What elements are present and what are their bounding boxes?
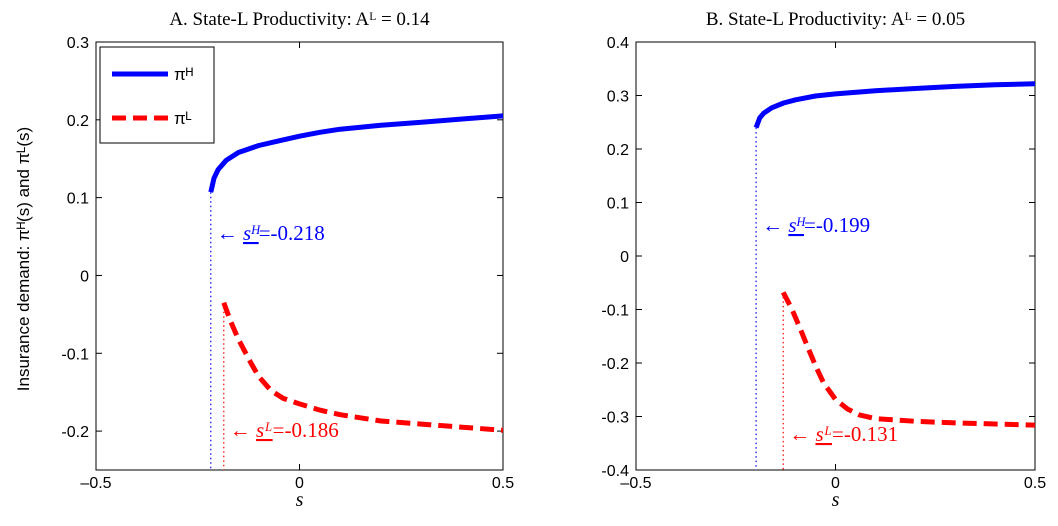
panel-a: A. State-L Productivity: Aᴸ = 0.14 –0.5 0 0…	[61, 9, 514, 511]
chart-title: A. State-L Productivity: Aᴸ = 0.14	[169, 9, 430, 30]
y-tick-label: 0.1	[607, 196, 629, 213]
series-line-high	[753, 81, 1036, 129]
x-tick-label: –0.5	[80, 475, 111, 492]
y-tick-label: 0.4	[607, 35, 629, 52]
annotation-label: sᴴ	[788, 213, 806, 237]
legend-label: πᴸ	[174, 109, 192, 128]
annotation-label: sᴸ	[256, 418, 273, 442]
annotation-threshold-low: ← sᴸ=-0.131	[789, 422, 898, 446]
annotation-threshold-high: ← sᴴ=-0.199	[762, 213, 870, 237]
x-axis-label: s	[832, 489, 840, 511]
y-tick-label: -0.1	[61, 346, 89, 363]
y-axis-label: Insurance demand: πᴴ(s) and πᴸ(s)	[14, 127, 33, 391]
panel-b: B. State-L Productivity: Aᴸ = 0.05 –0.5 0 0…	[601, 9, 1046, 511]
y-tick-label: 0	[80, 268, 89, 285]
annotation-value: =-0.131	[832, 422, 898, 446]
annotation-label: sᴸ	[815, 422, 832, 446]
x-tick-label: 0.5	[1024, 475, 1046, 492]
series-line-high	[208, 113, 504, 193]
y-tick-label: 0.2	[67, 113, 89, 130]
y-tick-label: 0.2	[607, 142, 629, 159]
annotation-arrow: ←	[217, 221, 243, 245]
y-tick-label: -0.2	[61, 424, 89, 441]
y-tick-label: 0.1	[67, 191, 89, 208]
x-tick-label: –0.5	[620, 475, 651, 492]
annotation-value: =-0.218	[259, 221, 325, 245]
series-line-low	[780, 291, 1036, 428]
annotation-arrow: ←	[789, 422, 815, 446]
y-tick-label: 0.3	[67, 35, 89, 52]
y-tick-label: -0.4	[601, 463, 629, 480]
y-tick-label: 0.3	[607, 89, 629, 106]
legend-label: πᴴ	[174, 65, 193, 84]
x-tick-label: 0.5	[492, 475, 514, 492]
x-tick-label: 0	[295, 475, 304, 492]
annotation-arrow: ←	[230, 418, 256, 442]
legend-box	[99, 46, 215, 144]
annotation-value: =-0.199	[804, 213, 870, 237]
chart-title: B. State-L Productivity: Aᴸ = 0.05	[706, 9, 965, 30]
annotation-arrow: ←	[762, 213, 788, 237]
x-tick-label: 0	[831, 475, 840, 492]
annotation-threshold-low: ← sᴸ=-0.186	[230, 418, 339, 442]
y-tick-label: -0.3	[601, 410, 629, 427]
annotation-value: =-0.186	[273, 418, 339, 442]
annotation-threshold-high: ← sᴴ=-0.218	[217, 221, 325, 245]
annotation-label: sᴴ	[243, 221, 261, 245]
y-tick-label: 0	[620, 249, 629, 266]
y-tick-label: -0.2	[601, 356, 629, 373]
y-tick-label: -0.1	[601, 303, 629, 320]
axes-frame	[635, 41, 1036, 471]
x-axis-label: s	[296, 489, 304, 511]
series-line-low	[221, 301, 504, 433]
